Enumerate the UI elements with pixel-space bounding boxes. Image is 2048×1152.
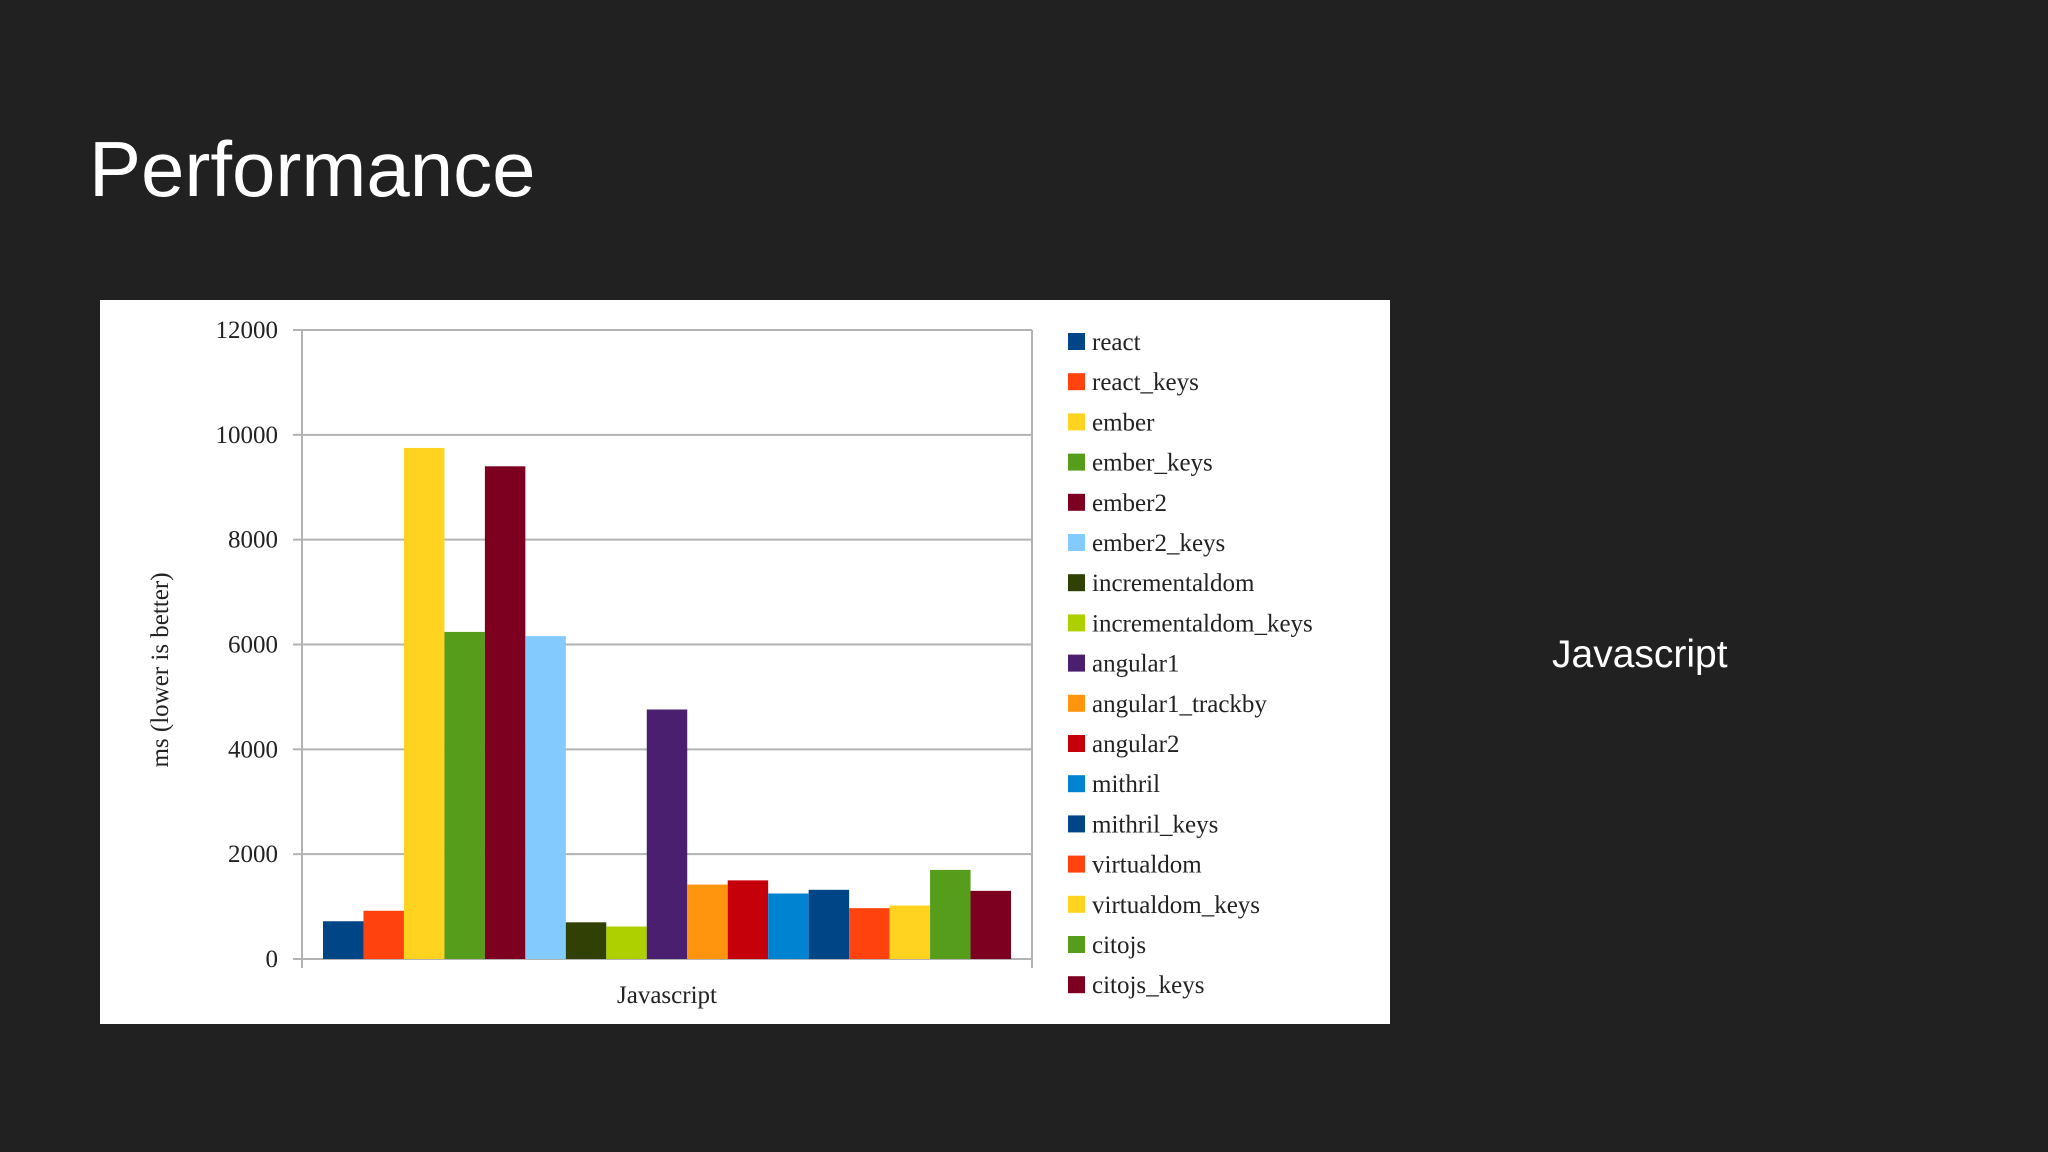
legend-label: mithril (1092, 771, 1160, 798)
legend-swatch (1068, 855, 1085, 873)
bar (727, 880, 769, 959)
legend-swatch (1068, 373, 1085, 391)
legend-label: angular2 (1092, 731, 1179, 758)
legend-swatch (1068, 815, 1085, 833)
bar (606, 926, 647, 959)
legend-swatch (1068, 936, 1085, 953)
y-tick-label: 4000 (228, 736, 278, 763)
bar (323, 921, 364, 959)
bar (808, 889, 850, 959)
y-tick-label: 12000 (216, 317, 279, 344)
legend-swatch (1068, 654, 1085, 672)
bar (889, 905, 931, 959)
legend-label: incrementaldom_keys (1092, 610, 1313, 637)
legend-swatch (1068, 534, 1085, 551)
bar (525, 636, 566, 959)
y-tick-label: 10000 (216, 422, 279, 449)
legend-label: react (1092, 329, 1141, 356)
bar (444, 631, 485, 959)
legend-swatch (1068, 493, 1085, 511)
legend-label: incrementaldom (1092, 570, 1255, 597)
y-tick-label: 0 (266, 946, 279, 973)
legend-swatch (1068, 735, 1085, 752)
bar (646, 709, 688, 959)
bar (363, 910, 404, 959)
y-tick-label: 8000 (228, 527, 278, 554)
legend-label: mithril_keys (1092, 811, 1218, 838)
legend-label: ember2_keys (1092, 530, 1225, 557)
legend-label: virtualdom_keys (1092, 892, 1260, 919)
legend-label: angular1 (1092, 651, 1179, 678)
legend-label: citojs (1092, 932, 1146, 959)
legend-swatch (1068, 413, 1085, 431)
slide-title: Performance (89, 125, 536, 213)
legend-label: citojs_keys (1092, 972, 1205, 999)
chart: 0 2000 4000 6000 8000 10000 12000 ms (lower is … (147, 317, 1313, 1009)
y-tick-label: 6000 (228, 632, 278, 659)
y-axis-title: ms (lower is better) (147, 572, 174, 767)
bar (403, 447, 445, 959)
bar (484, 466, 526, 959)
legend-swatch (1068, 574, 1085, 592)
legend-swatch (1068, 453, 1085, 471)
legend-swatch (1068, 614, 1085, 632)
bar (970, 890, 1011, 959)
legend-label: ember (1092, 409, 1155, 436)
bar (687, 884, 728, 959)
bar (768, 893, 809, 959)
x-tick-label: Javascript (617, 982, 717, 1009)
legend-label: react_keys (1092, 369, 1199, 396)
y-tick-label: 2000 (228, 841, 278, 868)
legend-label: virtualdom (1092, 852, 1202, 879)
legend-swatch (1068, 976, 1085, 994)
legend-label: angular1_trackby (1092, 691, 1267, 718)
legend-swatch (1068, 775, 1085, 793)
legend-label: ember2 (1092, 490, 1167, 517)
bar (565, 922, 607, 959)
legend-swatch (1068, 694, 1085, 712)
legend-swatch (1068, 895, 1085, 913)
legend-swatch (1068, 333, 1085, 350)
side-text: Javascript (1552, 633, 1728, 676)
bar (930, 869, 971, 959)
bar (849, 908, 890, 959)
legend-label: ember_keys (1092, 450, 1213, 477)
